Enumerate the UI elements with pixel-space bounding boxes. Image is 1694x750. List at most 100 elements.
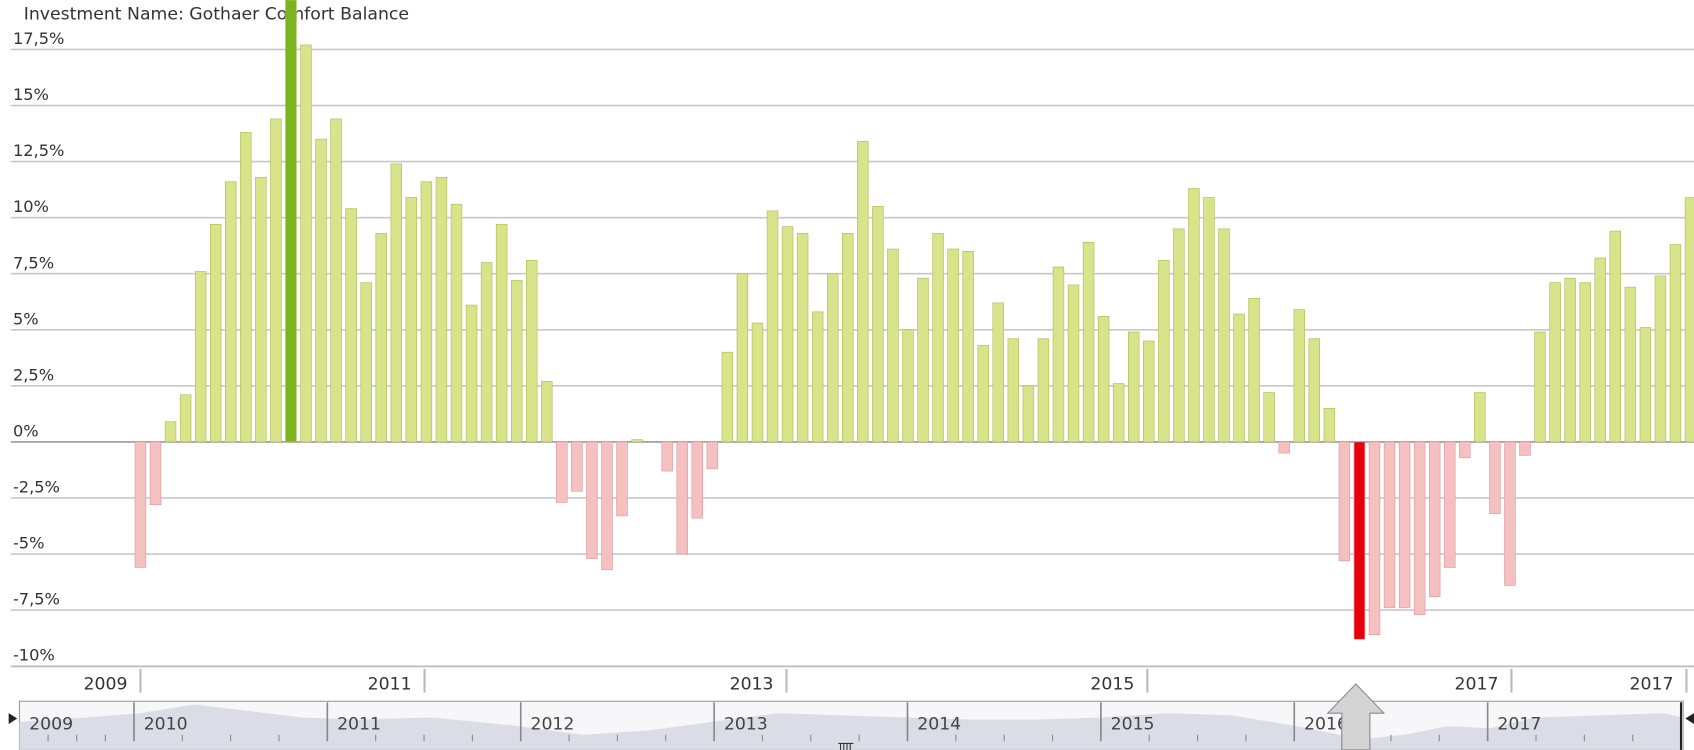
bar: [616, 441, 628, 517]
y-tick-label: 7,5%: [13, 253, 54, 272]
bar: [556, 441, 568, 503]
bar: [1203, 197, 1215, 443]
bar: [811, 311, 824, 443]
bar: [872, 206, 884, 443]
bar: [134, 441, 147, 568]
bar: [420, 181, 433, 443]
bar: [1594, 257, 1606, 443]
navigator-label: 2010: [144, 714, 188, 734]
y-tick-label: 12,5%: [13, 141, 64, 160]
bar: [842, 233, 854, 443]
bar: [586, 441, 598, 559]
bar: [1233, 313, 1245, 443]
y-tick-label: -10%: [13, 646, 55, 665]
bar: [1669, 244, 1682, 443]
bar: [270, 118, 282, 443]
bar: [541, 381, 553, 443]
bar: [1338, 441, 1351, 562]
bar: [1624, 286, 1637, 443]
bar: [751, 322, 764, 443]
bar: [1293, 309, 1305, 443]
y-tick-label: 17,5%: [13, 29, 64, 48]
bar: [225, 181, 237, 443]
bar: [240, 132, 252, 443]
bar: [1263, 392, 1275, 443]
bar: [947, 248, 959, 443]
bar: [209, 224, 222, 443]
y-tick-label: 2,5%: [13, 365, 54, 384]
scroll-grip[interactable]: [838, 742, 854, 750]
bar: [1413, 441, 1426, 615]
bar: [1639, 327, 1652, 443]
bar: [736, 273, 749, 443]
y-tick-label: -2,5%: [13, 478, 60, 497]
navigator-label: 2013: [724, 714, 768, 734]
bar: [1308, 338, 1321, 443]
bar: [826, 273, 839, 443]
bar: [1007, 338, 1020, 443]
navigator-label: 2017: [1497, 714, 1541, 734]
x-axis-label: 2017: [1630, 674, 1674, 694]
y-tick-label: -7,5%: [13, 590, 60, 609]
bar: [255, 176, 267, 443]
bar: [1579, 282, 1591, 443]
bar: [721, 351, 734, 443]
chart-title: Investment Name: Gothaer Comfort Balance: [24, 5, 409, 25]
y-tick-label: 10%: [13, 197, 49, 216]
bar: [1173, 228, 1185, 443]
bar: [1112, 383, 1125, 443]
bar: [345, 208, 357, 443]
bar: [601, 441, 613, 571]
bar: [465, 304, 478, 443]
navigator-label: 2016: [1304, 714, 1348, 734]
navigator-arrow[interactable]: [1326, 683, 1386, 750]
navigator-left-handle[interactable]: [8, 713, 18, 724]
bar: [962, 250, 974, 443]
bar: [1654, 275, 1667, 443]
bar: [932, 233, 944, 443]
bar: [631, 439, 643, 443]
bar: [1082, 241, 1095, 443]
bar: [1127, 331, 1140, 443]
bar: [495, 224, 508, 443]
bar: [149, 441, 162, 506]
bar: [1022, 385, 1035, 443]
bar: [179, 394, 192, 443]
y-tick-label: 5%: [13, 309, 39, 328]
bar: [661, 441, 673, 472]
x-axis-label: 2015: [1090, 674, 1134, 694]
bar: [1278, 441, 1290, 454]
bar: [1323, 407, 1336, 443]
navigator-right-handle[interactable]: [1685, 713, 1694, 724]
y-tick-label: 0%: [13, 421, 39, 440]
bar: [480, 262, 493, 443]
bar: [1353, 441, 1366, 640]
bar: [315, 138, 327, 443]
bar: [1519, 441, 1531, 456]
bar: [1504, 441, 1516, 586]
bar: [1248, 298, 1260, 443]
bar: [1549, 282, 1561, 443]
navigator-label: 2014: [917, 714, 961, 734]
navigator-label: 2009: [29, 714, 73, 734]
bar: [405, 197, 418, 443]
bar: [1609, 230, 1622, 443]
y-tick-label: -5%: [13, 534, 45, 553]
x-axis-label: 2009: [84, 674, 128, 694]
bar: [526, 259, 538, 443]
bar: [510, 280, 523, 443]
bar: [706, 441, 719, 470]
bar: [1158, 259, 1170, 443]
bar: [917, 277, 929, 443]
bar: [676, 441, 688, 555]
bar: [390, 163, 403, 443]
bar: [902, 329, 914, 443]
bar: [1218, 228, 1230, 443]
x-axis-label: 2017: [1455, 674, 1499, 694]
bar: [1489, 441, 1501, 514]
bar: [194, 271, 207, 443]
y-tick-label: 15%: [13, 85, 49, 104]
navigator-label: 2015: [1111, 714, 1155, 734]
bar: [1459, 441, 1471, 458]
